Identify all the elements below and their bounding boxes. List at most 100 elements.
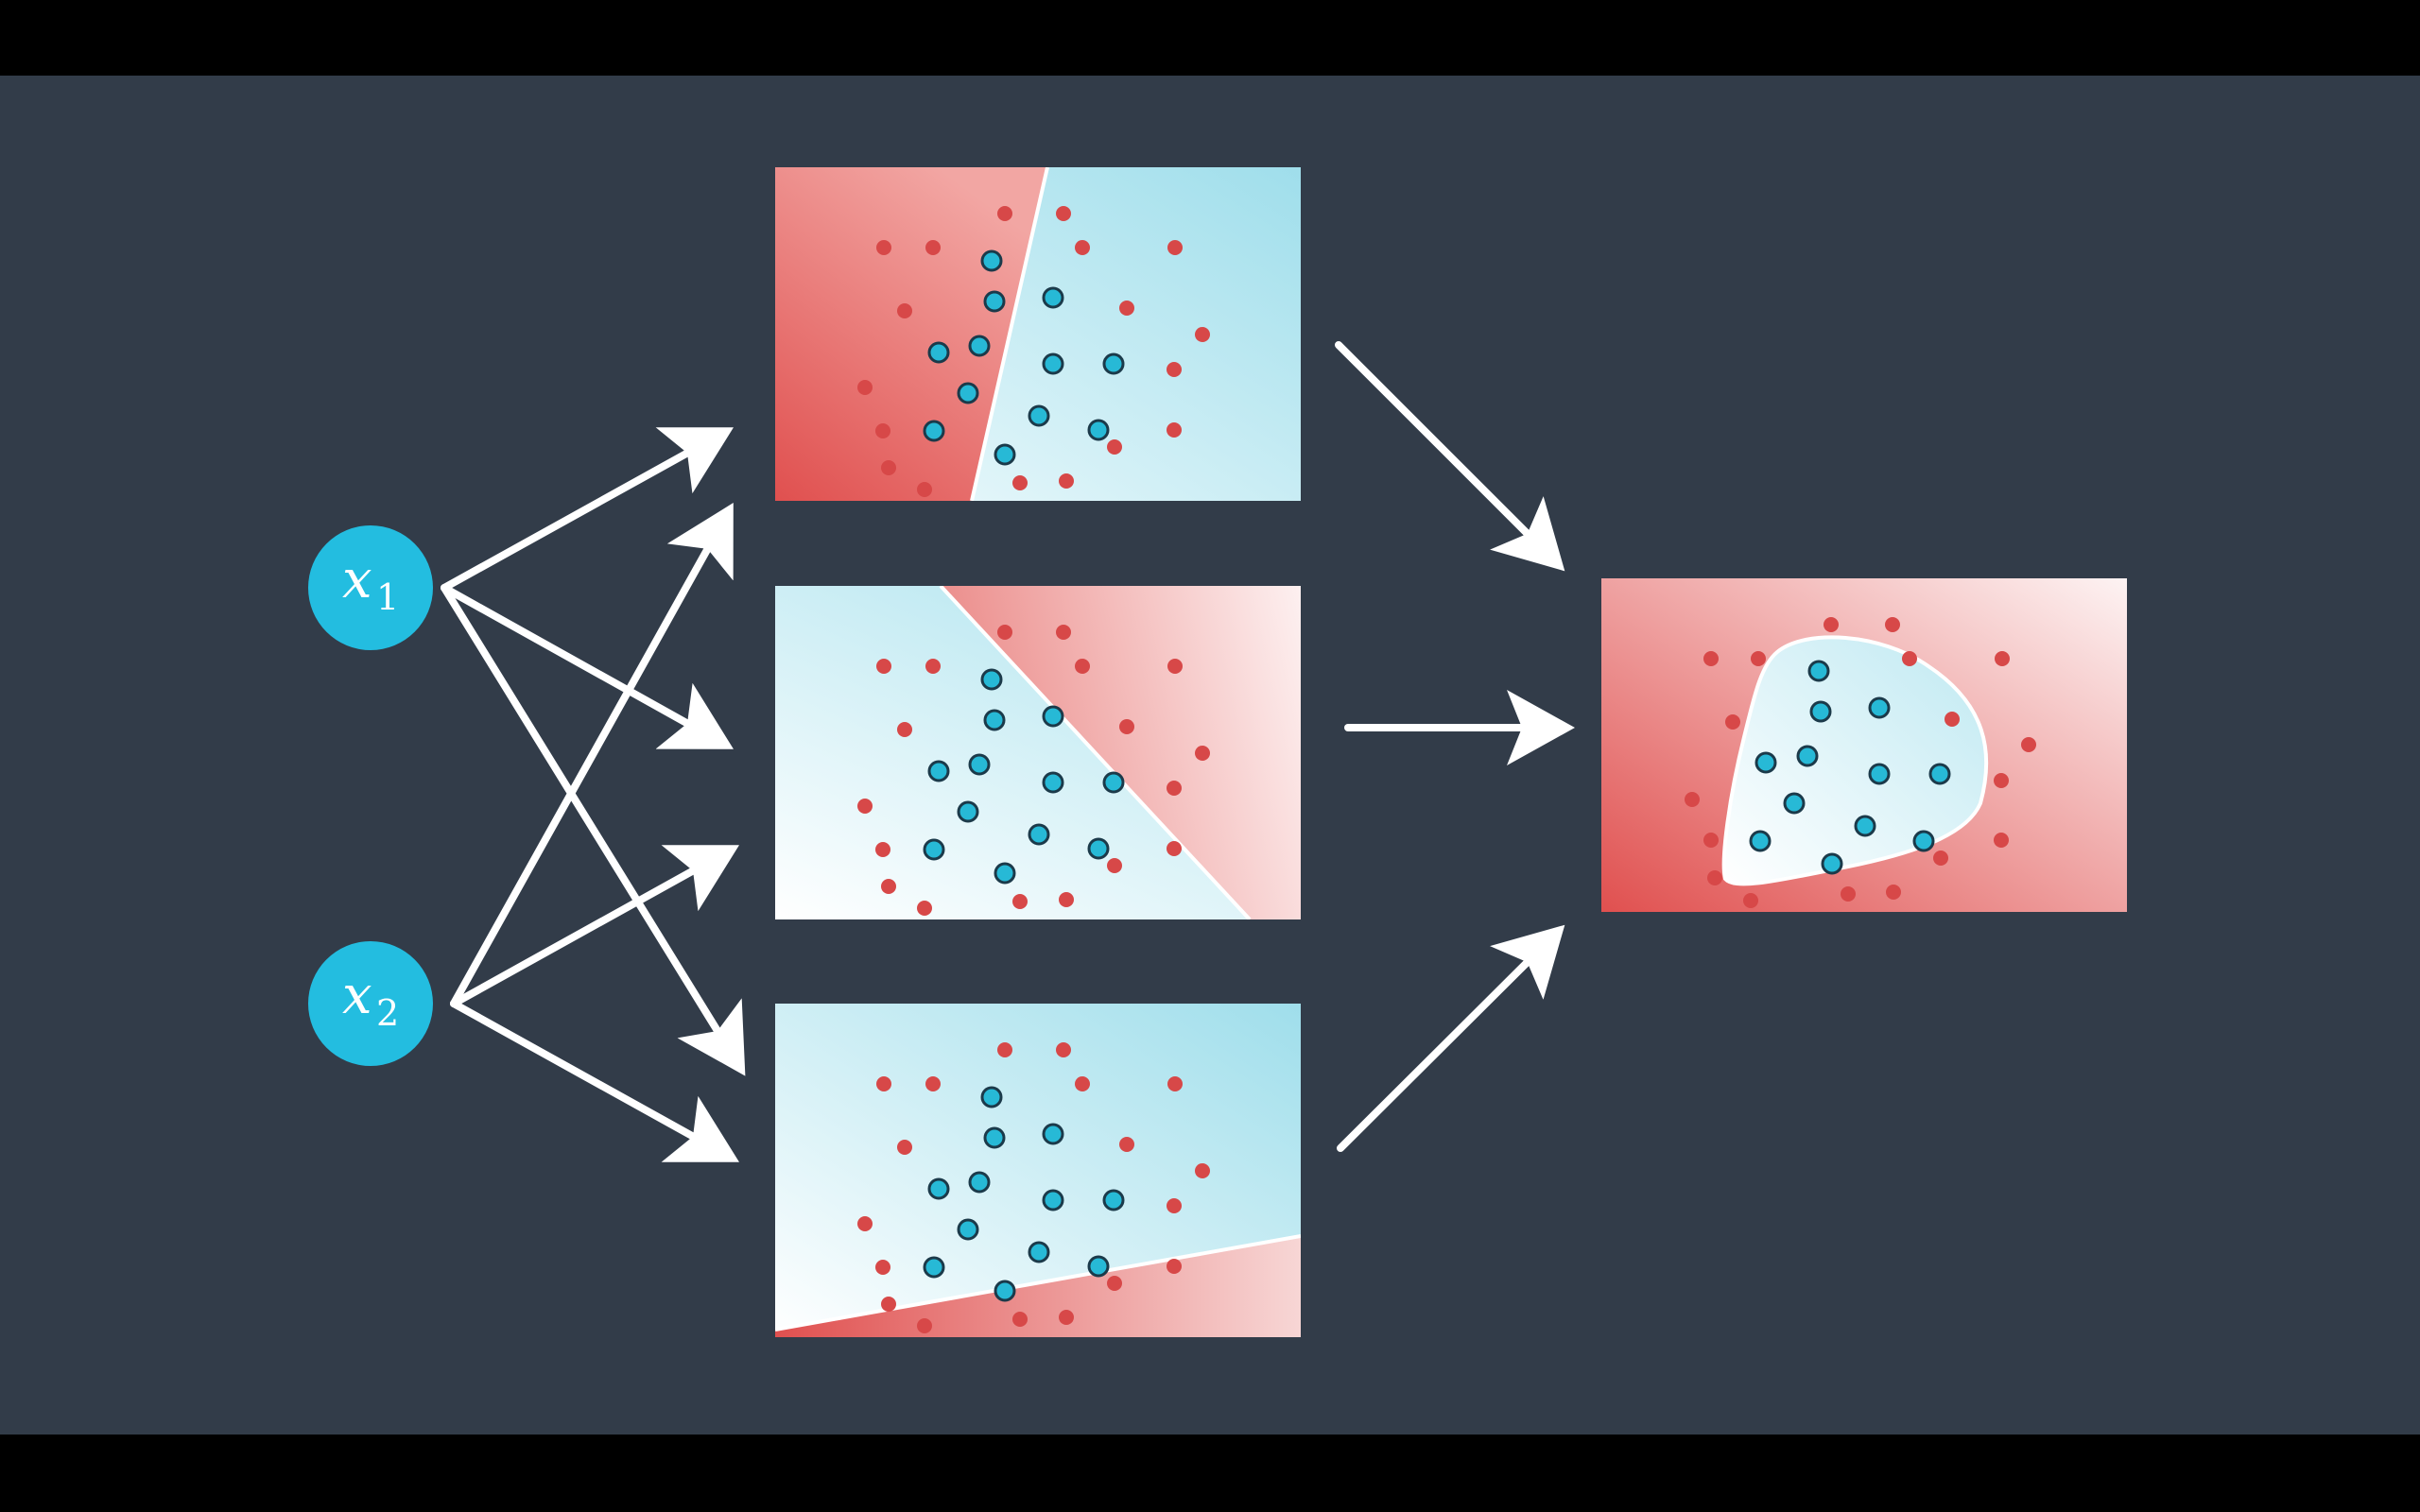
red-point [1119,719,1134,734]
output-panel [1601,578,2127,912]
red-point [1167,240,1183,255]
red-point [1056,1042,1071,1057]
red-point [1945,712,1960,727]
hidden-unit-1-panel [775,167,1301,501]
red-point [1743,893,1758,908]
red-point [881,1297,896,1312]
panel1-points [857,206,1210,497]
red-point [1107,439,1122,455]
blue-point [1102,771,1125,794]
panel1-red-region [775,167,1047,501]
arrow-x2-to-panel1 [450,503,734,1007]
red-point [1167,362,1182,377]
output-connections [1335,341,1575,1152]
red-point [1167,422,1182,438]
blue-point [1868,696,1891,719]
input-node-x1-subscript: 1 [376,576,399,618]
red-point [897,722,912,737]
red-point [997,1042,1012,1057]
blue-point [968,335,991,357]
red-point [875,423,890,438]
input-connections [441,427,746,1162]
output-points [1685,617,2036,908]
hidden-unit-2-panel [775,586,1301,919]
red-point [876,1076,891,1091]
blue-point [1042,352,1064,375]
red-point [2021,737,2036,752]
red-point [1012,1312,1028,1327]
red-point [1195,746,1210,761]
red-point [917,1318,932,1333]
red-point [875,1260,890,1275]
input-node-x2-label: x [342,965,372,1026]
arrow-x1-to-panel1 [441,427,734,592]
red-point [1995,651,2010,666]
red-point [1707,870,1722,885]
blue-point [1821,852,1843,875]
blue-point [927,760,950,782]
arrow-x2-to-panel2 [450,845,739,1007]
red-point [1824,617,1839,632]
red-point [857,380,873,395]
letterbox-top [0,0,2420,76]
red-point [1195,1163,1210,1178]
red-point [1685,792,1700,807]
blue-point [1783,792,1806,815]
blue-point [1749,830,1772,852]
blue-point [927,341,950,364]
blue-point [994,1280,1016,1302]
red-point [1195,327,1210,342]
arrow-panel1-to-output [1335,341,1565,572]
red-point [875,842,890,857]
arrow-x2-to-panel3 [450,1000,739,1162]
blue-point [994,862,1016,885]
blue-point [983,1126,1006,1149]
blue-point [983,290,1006,313]
blue-point [957,382,979,404]
red-point [1012,475,1028,490]
blue-point [968,1171,991,1194]
input-node-x2-circle [308,941,433,1066]
red-point [1012,894,1028,909]
red-point [1056,206,1071,221]
red-point [917,482,932,497]
arrow-panel3-to-output [1337,924,1565,1152]
red-point [1107,858,1122,873]
panel3-points [857,1042,1210,1333]
blue-point [1042,1189,1064,1211]
blue-point [1028,823,1050,846]
panel1-decision-boundary [970,167,1049,501]
input-node-x2-subscript: 2 [376,992,399,1034]
red-point [1994,773,2009,788]
blue-point [980,249,1003,272]
blue-point [923,838,945,861]
red-point [897,1140,912,1155]
blue-point [1754,751,1777,774]
red-point [1933,850,1948,866]
red-point [876,240,891,255]
red-point [1902,651,1917,666]
panel2-decision-boundary [939,586,1252,919]
panel3-decision-boundary [775,1234,1301,1332]
red-point [1059,892,1074,907]
input-node-x2: x 2 [308,941,433,1066]
blue-point [980,668,1003,691]
blue-point [927,1177,950,1200]
red-point [1059,473,1074,489]
red-point [881,879,896,894]
blue-point [1042,771,1064,794]
blue-point [968,753,991,776]
blue-point [1028,404,1050,427]
red-point [917,901,932,916]
red-point [1751,651,1766,666]
blue-point [1042,286,1064,309]
red-point [876,659,891,674]
red-point [1075,1076,1090,1091]
red-point [1167,781,1182,796]
red-point [1885,617,1900,632]
red-point [1703,833,1719,848]
blue-point [1796,745,1819,767]
red-point [1059,1310,1074,1325]
red-point [1119,1137,1134,1152]
